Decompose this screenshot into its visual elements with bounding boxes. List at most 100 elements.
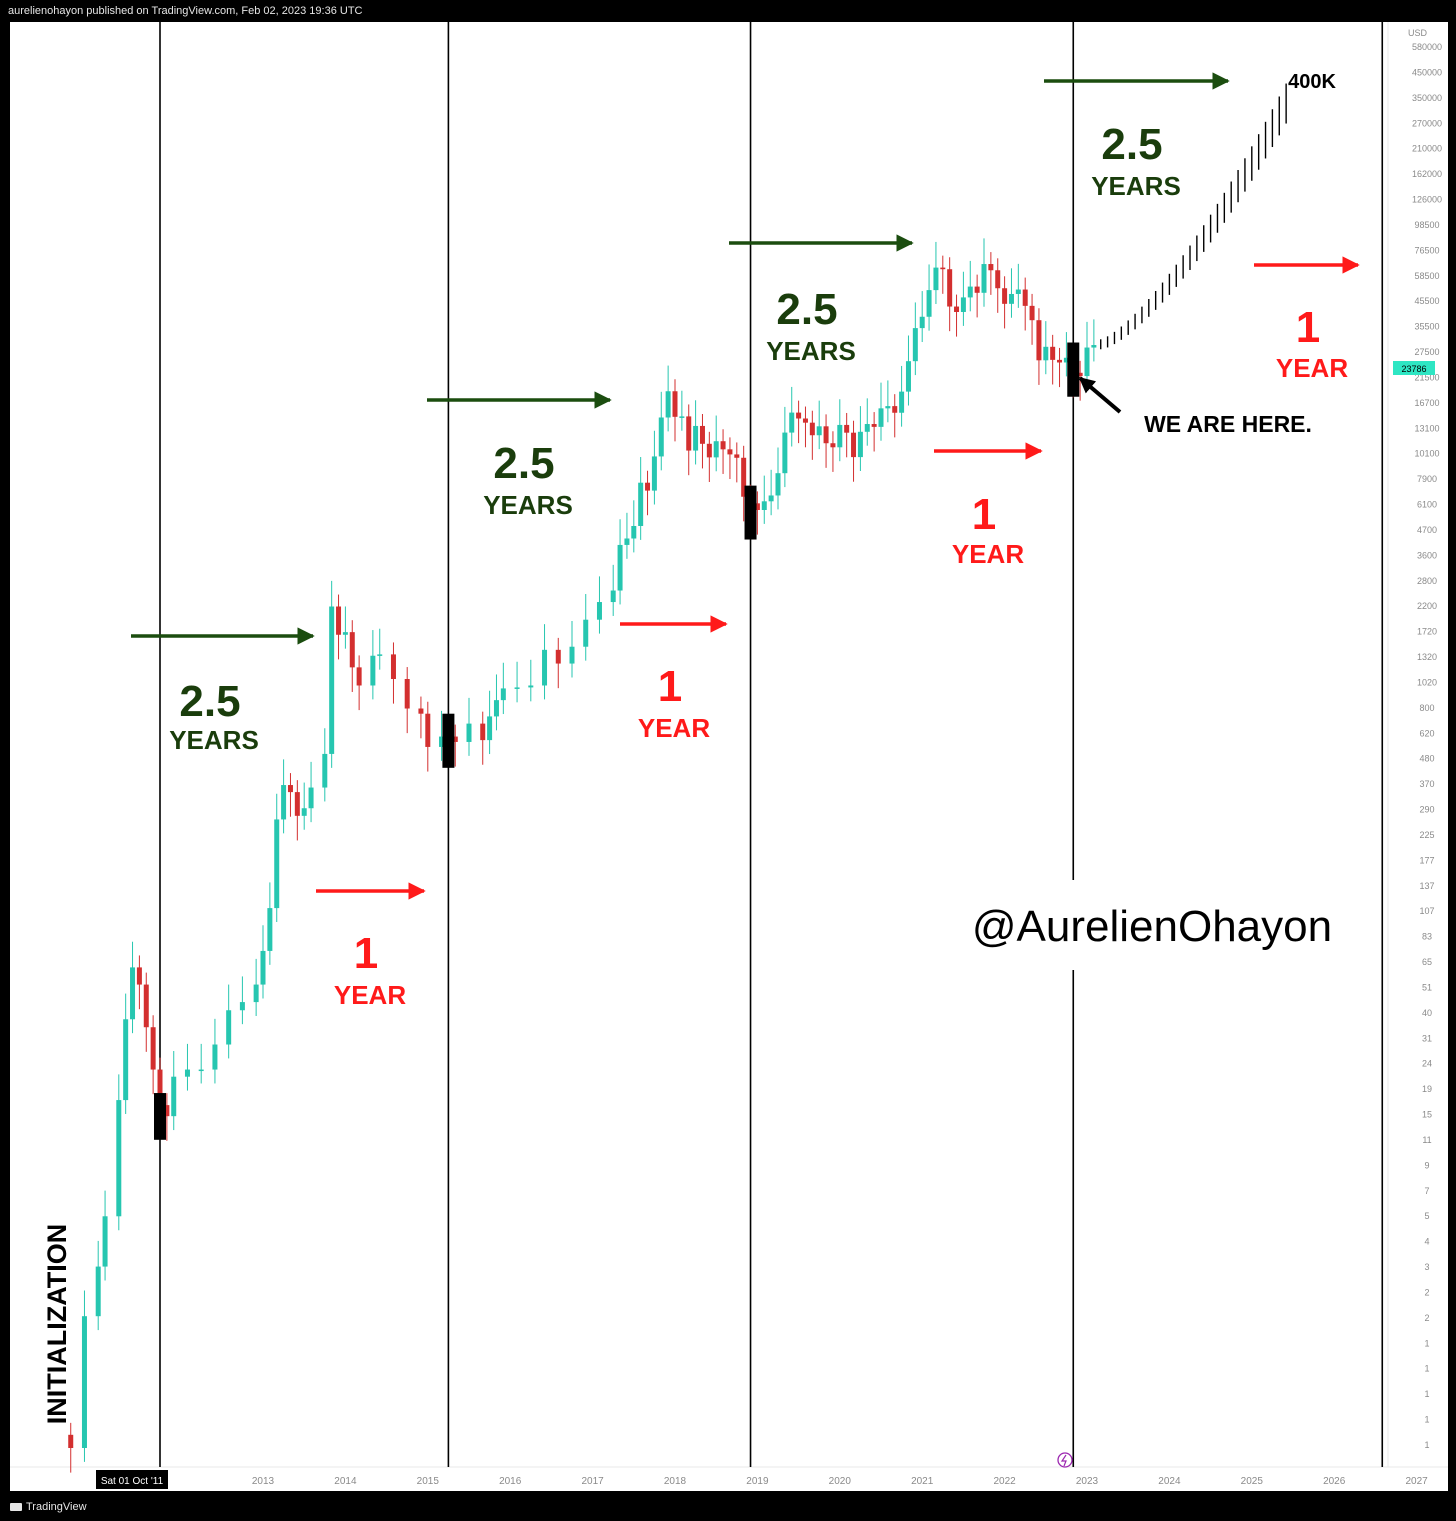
time-tick-label: 2018: [664, 1476, 687, 1487]
candle-body: [610, 590, 616, 603]
cycle-top-unit: YEARS: [1091, 171, 1181, 201]
cycle-arrows: [131, 72, 1360, 900]
price-tick-label: 35500: [1414, 322, 1439, 332]
price-tick-label: 1: [1424, 1440, 1429, 1450]
candle-body: [439, 736, 445, 747]
candle-body: [1063, 357, 1069, 363]
price-tick-label: 1: [1424, 1389, 1429, 1399]
cycle-lines: [159, 22, 1384, 1467]
price-tick-label: 40: [1422, 1008, 1432, 1018]
candle-body: [802, 418, 808, 423]
chart-area[interactable]: 580000 450000 350000 270000 210000 162000 1260…: [10, 22, 1448, 1491]
price-tick-label: 370: [1419, 779, 1434, 789]
candle-body: [844, 424, 850, 433]
candle-body: [267, 908, 273, 951]
candle-body: [81, 1316, 87, 1448]
candle-body: [624, 538, 630, 545]
price-tick-label: 6100: [1417, 500, 1437, 510]
price-tick-label: 800: [1419, 703, 1434, 713]
footer-bar: TradingView: [0, 1491, 1456, 1521]
candle-body: [466, 723, 472, 742]
cycle-top-value: 2.5: [1101, 120, 1162, 169]
candle-body: [988, 264, 994, 271]
candle-body: [940, 267, 946, 270]
price-tick-label: 137: [1419, 881, 1434, 891]
candle-body: [1057, 359, 1063, 363]
candle-body: [693, 425, 699, 451]
time-axis: 2011201320142015201620172018201920202021…: [99, 1476, 1428, 1487]
candle-body: [837, 424, 843, 448]
candle-body: [68, 1434, 74, 1448]
candle-body: [1077, 372, 1083, 377]
candle-body: [102, 1216, 108, 1267]
cycle-labels: 2.5YEARS2.5YEARS2.5YEARS2.5YEARS1YEAR1YE…: [169, 120, 1348, 1010]
cycle-top-value: 2.5: [179, 677, 240, 726]
candle-body: [583, 619, 589, 647]
time-tick-label: 2016: [499, 1476, 522, 1487]
price-tick-label: 24: [1422, 1059, 1432, 1069]
candle-body: [150, 1027, 156, 1070]
candle-body: [638, 482, 644, 526]
cycle-bottom-highlight: [154, 1093, 166, 1140]
candle-body: [500, 688, 506, 701]
cycle-bottom-unit: YEAR: [638, 713, 710, 743]
candle-body: [981, 264, 987, 293]
candle-body: [816, 426, 822, 436]
candle-body: [871, 424, 877, 427]
candle-body: [919, 316, 925, 329]
price-tick-label: 16700: [1414, 398, 1439, 408]
bolt-icon: [1060, 1454, 1067, 1467]
cycle-bottom-unit: YEAR: [1276, 353, 1348, 383]
cycle-bottom-unit: YEAR: [952, 539, 1024, 569]
candle-body: [198, 1069, 204, 1072]
candle-body: [555, 649, 561, 664]
price-tick-label: 45500: [1414, 296, 1439, 306]
currency-label: USD: [1408, 28, 1428, 38]
time-tick-label: 2017: [581, 1476, 604, 1487]
price-tick-label: 450000: [1412, 67, 1442, 77]
price-tick-label: 4700: [1417, 525, 1437, 535]
candle-body: [954, 306, 960, 312]
price-tick-label: 58500: [1414, 271, 1439, 281]
price-tick-label: 3: [1424, 1262, 1429, 1272]
price-tick-label: 7900: [1417, 474, 1437, 484]
tradingview-logo[interactable]: TradingView: [10, 1501, 87, 1513]
price-tick-label: 51: [1422, 982, 1432, 992]
replay-icon[interactable]: [1057, 1452, 1073, 1468]
price-tick-label: 1020: [1417, 677, 1437, 687]
candle-body: [212, 1044, 218, 1070]
crosshair-time-label: Sat 01 Oct '11: [101, 1476, 164, 1487]
candle-body: [528, 685, 534, 688]
cycle-bottom-highlight: [744, 485, 757, 540]
candle-body: [905, 361, 911, 392]
price-tick-label: 4: [1424, 1237, 1429, 1247]
candle-body: [1022, 289, 1028, 306]
candle-body: [164, 1105, 170, 1117]
cycle-top-unit: YEARS: [766, 336, 856, 366]
candle-body: [253, 984, 259, 1003]
time-tick-label: 2015: [417, 1476, 440, 1487]
price-tick-label: 2800: [1417, 576, 1437, 586]
cycle-bottom-highlights: [154, 342, 1080, 1140]
we-are-here-label: WE ARE HERE.: [1144, 411, 1312, 437]
candle-body: [260, 950, 266, 985]
price-tick-label: 76500: [1414, 245, 1439, 255]
candle-body: [645, 482, 651, 491]
price-tick-label: 1: [1424, 1415, 1429, 1425]
candle-body: [301, 808, 307, 816]
price-tick-label: 580000: [1412, 42, 1442, 52]
price-tick-label: 270000: [1412, 118, 1442, 128]
cycle-top-value: 2.5: [493, 439, 554, 488]
price-tick-label: 11: [1422, 1135, 1431, 1145]
candle-body: [960, 297, 966, 312]
candle-body: [281, 785, 287, 820]
btc-cycle-chart[interactable]: 580000 450000 350000 270000 210000 162000 1260…: [10, 22, 1448, 1491]
time-tick-label: 2026: [1323, 1476, 1346, 1487]
price-tick-label: 65: [1422, 957, 1432, 967]
candle-body: [329, 606, 335, 754]
price-tick-label: 13100: [1414, 423, 1439, 433]
candle-body: [706, 443, 712, 458]
candle-body: [651, 456, 657, 491]
candle-body: [823, 426, 829, 444]
candle-body: [336, 606, 342, 635]
